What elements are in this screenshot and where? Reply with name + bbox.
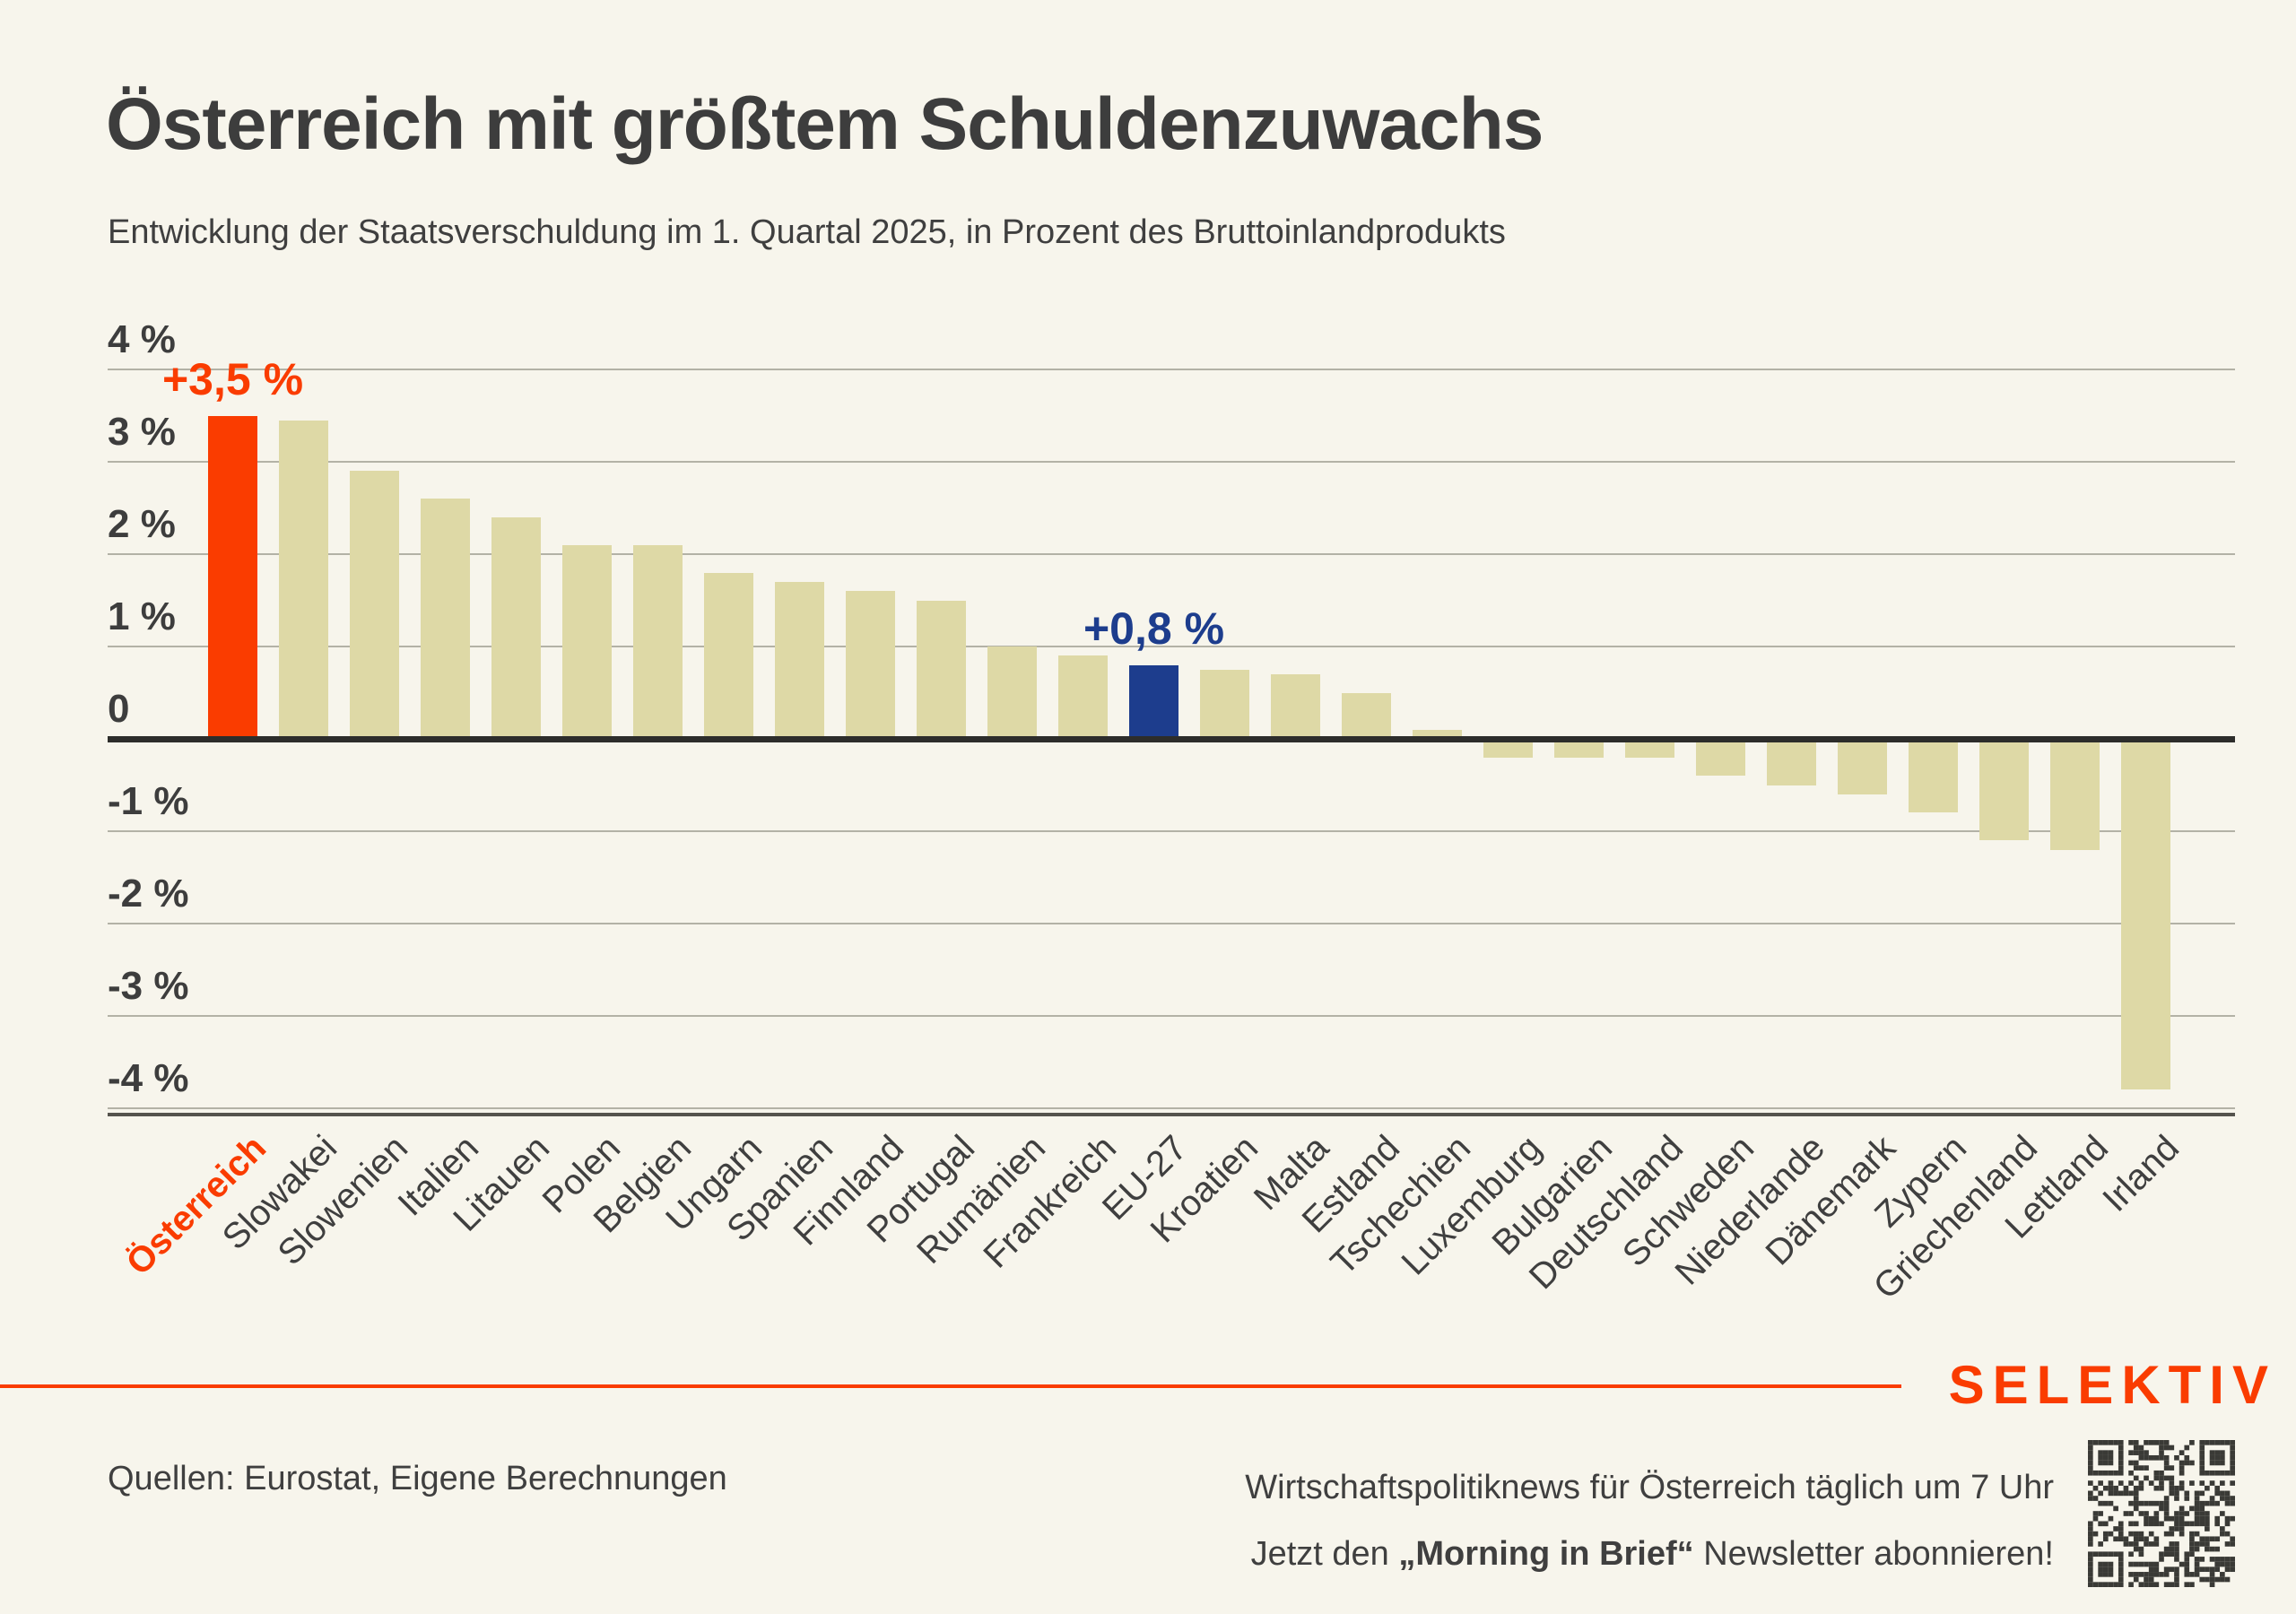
bar-portugal — [917, 600, 966, 739]
bar-estland — [1342, 692, 1391, 739]
newsletter-line2: Jetzt den „Morning in Brief“ Newsletter … — [1250, 1535, 2054, 1574]
y-tick-label: 2 % — [108, 502, 176, 546]
gridline — [108, 923, 2235, 924]
y-tick-label: 1 % — [108, 594, 176, 638]
bar-italien — [421, 499, 470, 739]
y-tick-label: -4 % — [108, 1056, 189, 1100]
bar-frankreich — [1058, 655, 1108, 739]
bar-slowakei — [279, 420, 328, 739]
y-tick-label: 0 — [108, 687, 130, 731]
bar-belgien — [633, 544, 683, 739]
y-tick-label: -2 % — [108, 872, 189, 915]
newsletter-promo: Wirtschaftspolitiknews für Österreich tä… — [798, 1454, 2054, 1587]
bar-kroatien — [1200, 669, 1249, 739]
y-tick-label: 3 % — [108, 410, 176, 454]
bar-d-nemark — [1838, 739, 1887, 794]
y-tick-label: -3 % — [108, 964, 189, 1008]
bar-finnland — [846, 591, 895, 739]
gridline — [108, 1107, 2235, 1109]
qr-code-icon — [2088, 1440, 2235, 1587]
bar-ungarn — [704, 572, 753, 739]
bar-spanien — [775, 581, 824, 739]
page-subtitle: Entwicklung der Staatsverschuldung im 1.… — [108, 213, 1506, 251]
page-title: Österreich mit größtem Schuldenzuwachs — [106, 83, 1544, 165]
gridline — [108, 369, 2235, 370]
bar-lettland — [2050, 739, 2100, 850]
gridline — [108, 553, 2235, 555]
bar-eu-27 — [1129, 664, 1178, 739]
bar-deutschland — [1625, 739, 1674, 758]
bar-schweden — [1696, 739, 1745, 777]
bar-irland — [2121, 739, 2170, 1090]
y-tick-label: 4 % — [108, 317, 176, 361]
brand-logo: SELEKTIV — [1948, 1355, 2276, 1415]
bar-zypern — [1909, 739, 1958, 813]
bar-griechenland — [1979, 739, 2029, 841]
bar-slowenien — [350, 471, 399, 739]
bar-tschechien — [1413, 729, 1462, 739]
axis-bottom-line — [108, 1113, 2235, 1116]
y-tick-label: -1 % — [108, 779, 189, 823]
bar-malta — [1271, 673, 1320, 739]
footer-divider — [0, 1384, 1901, 1388]
gridline — [108, 646, 2235, 647]
gridline — [108, 830, 2235, 832]
newsletter-line1: Wirtschaftspolitiknews für Österreich tä… — [1245, 1469, 2054, 1506]
bar-luxemburg — [1483, 739, 1533, 758]
gridline — [108, 1015, 2235, 1017]
bar-bulgarien — [1554, 739, 1604, 758]
bar-niederlande — [1767, 739, 1816, 785]
zero-axis-line — [108, 736, 2235, 742]
bar-rum-nien — [987, 646, 1037, 739]
gridline — [108, 461, 2235, 463]
bar-litauen — [491, 516, 541, 739]
bar--sterreich — [208, 415, 257, 739]
bar-annotation-13: +0,8 % — [1083, 603, 1225, 654]
x-label-irland: Irland — [2094, 1128, 2187, 1219]
bar-annotation-0: +3,5 % — [161, 353, 304, 404]
source-note: Quellen: Eurostat, Eigene Berechnungen — [108, 1460, 727, 1497]
bar-polen — [562, 544, 612, 739]
